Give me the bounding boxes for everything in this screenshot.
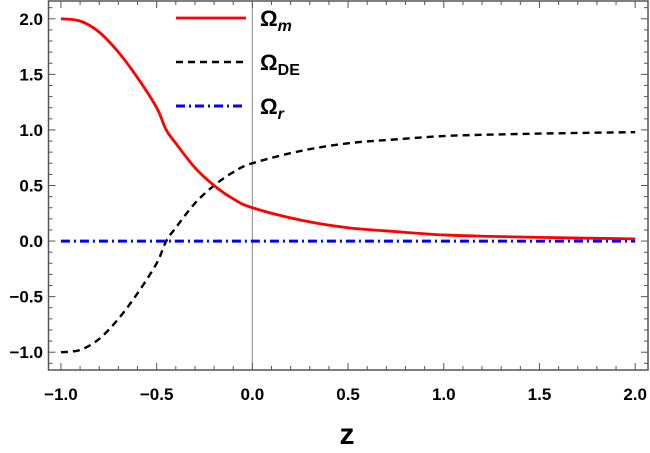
y-tick-label: 1.0 — [19, 121, 43, 140]
x-tick-label: 1.5 — [528, 385, 552, 404]
x-tick-label: 1.0 — [432, 385, 456, 404]
y-tick-label: 0.5 — [19, 177, 43, 196]
axes: −1.0 −0.5 0.0 0.5 1.0 1.5 2.0 −1.0 −0.5 0.0 0.5 1.0… — [9, 0, 649, 404]
x-tick-label: 2.0 — [623, 385, 647, 404]
x-tick-label: 0.0 — [241, 385, 265, 404]
x-axis-label: z — [340, 418, 355, 448]
legend: Ωm ΩDE Ωr — [176, 6, 300, 123]
y-tick-label: 0.0 — [19, 232, 43, 251]
x-tick-label: −0.5 — [140, 385, 174, 404]
legend-label-de: ΩDE — [260, 50, 300, 79]
x-tick-label: −1.0 — [44, 385, 78, 404]
x-tick-label: 0.5 — [336, 385, 360, 404]
series-line-de — [60, 130, 636, 354]
plot-frame — [47, 0, 649, 371]
y-tick-label: −1.0 — [9, 343, 43, 362]
legend-label-m: Ωm — [260, 6, 292, 35]
legend-label-r: Ωr — [260, 94, 285, 123]
y-tick-label: 1.5 — [19, 65, 43, 84]
series-line-m — [60, 17, 636, 241]
y-tick-label: −0.5 — [9, 288, 43, 307]
y-tick-label: 2.0 — [19, 10, 43, 29]
series-lines — [60, 17, 636, 354]
